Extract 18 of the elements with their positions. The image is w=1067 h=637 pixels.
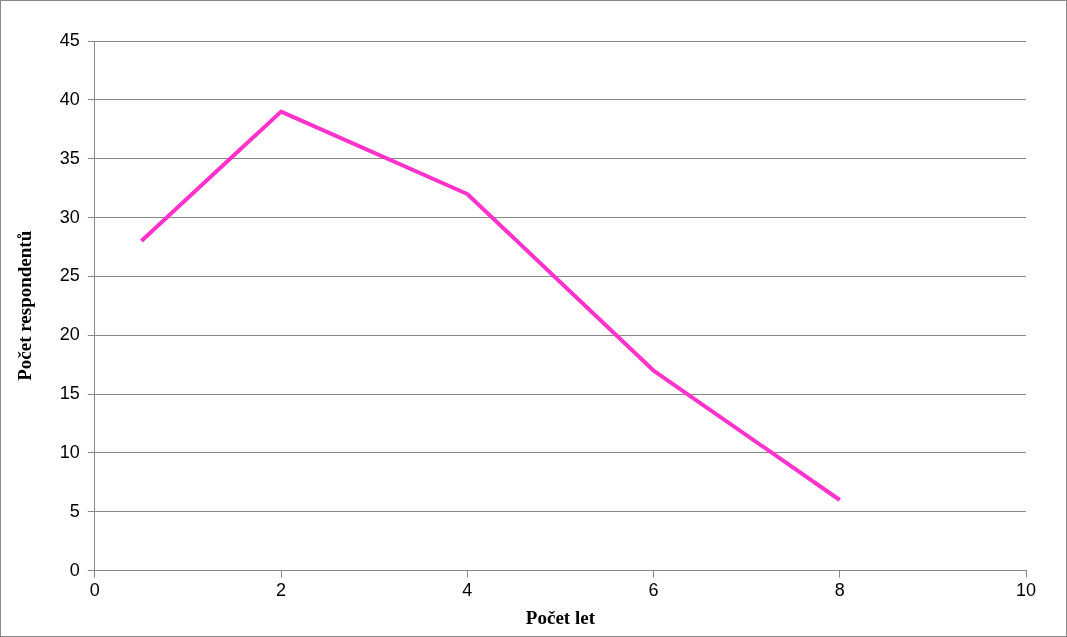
- y-tick-label: 25: [59, 265, 80, 286]
- x-tick-label: 8: [834, 580, 845, 601]
- x-tick-label: 4: [462, 580, 473, 601]
- y-tick-label: 0: [69, 559, 80, 580]
- y-tick-label: 40: [59, 88, 80, 109]
- y-axis-title: Počet respondentů: [14, 230, 36, 381]
- x-tick-label: 10: [1015, 580, 1037, 601]
- y-tick-label: 10: [59, 441, 80, 462]
- y-tick-label: 20: [59, 324, 80, 345]
- y-tick-label: 35: [59, 147, 80, 168]
- y-tick-label: 30: [59, 206, 80, 227]
- x-axis-title: Počet let: [525, 606, 596, 628]
- x-tick-label: 6: [648, 580, 659, 601]
- y-tick-label: 5: [69, 500, 80, 521]
- y-tick-label: 45: [59, 29, 80, 50]
- x-tick-label: 2: [276, 580, 287, 601]
- y-tick-label: 15: [59, 383, 80, 404]
- x-tick-label: 0: [89, 580, 100, 601]
